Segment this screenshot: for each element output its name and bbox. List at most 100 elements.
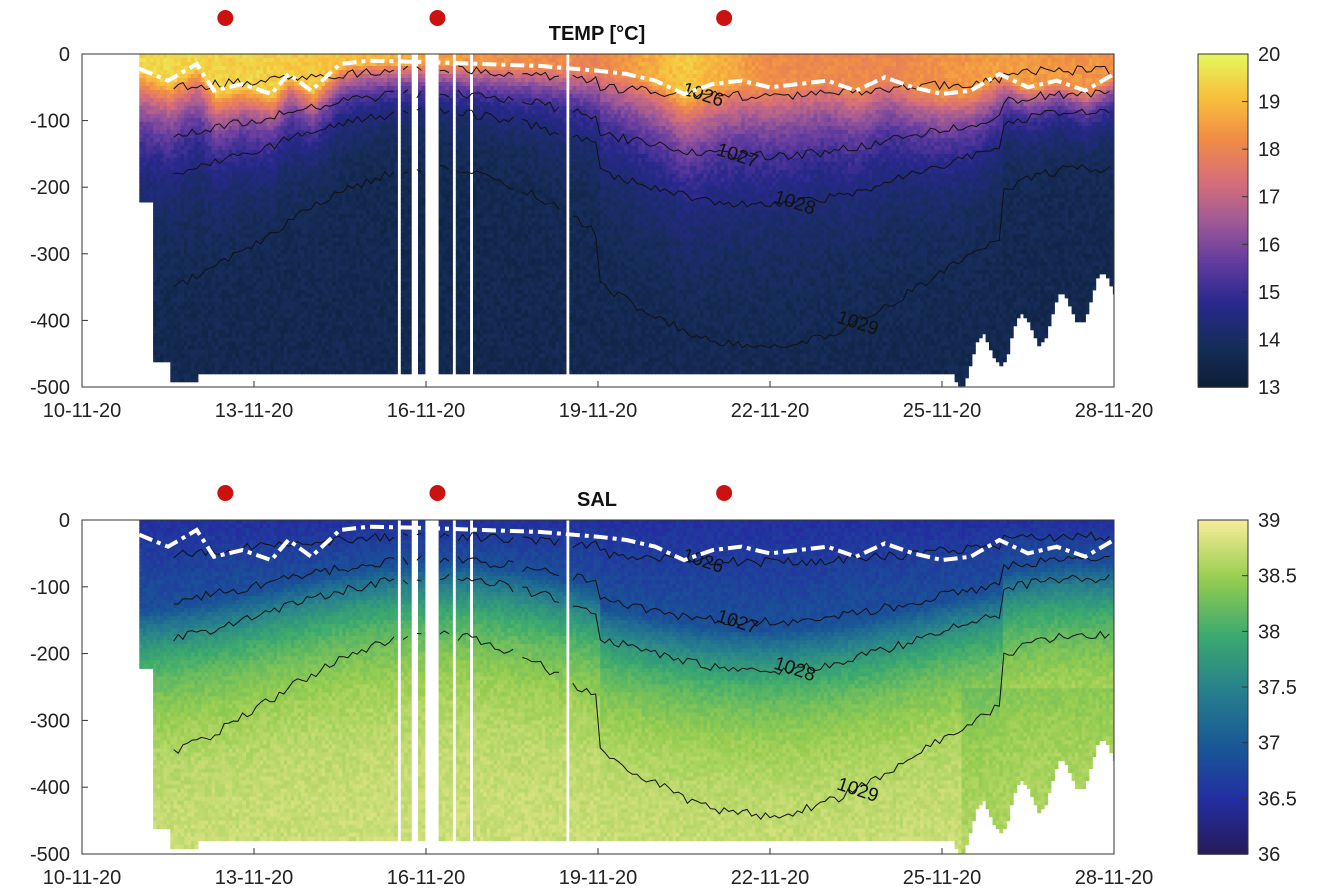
field-cell xyxy=(198,278,202,283)
field-cell xyxy=(181,130,185,135)
field-cell xyxy=(225,242,229,247)
field-cell xyxy=(194,350,198,355)
field-cell xyxy=(177,234,181,239)
field-cell xyxy=(208,166,212,171)
field-cell xyxy=(205,322,209,327)
field-cell xyxy=(163,230,167,235)
field-cell xyxy=(198,114,202,119)
field-cell xyxy=(177,158,181,163)
field-cell xyxy=(198,182,202,187)
field-cell xyxy=(232,70,236,75)
field-cell xyxy=(198,318,202,323)
field-cell xyxy=(232,274,236,279)
field-cell xyxy=(198,250,202,255)
field-cell xyxy=(225,54,229,59)
field-cell xyxy=(198,98,202,103)
field-cell xyxy=(163,278,167,283)
field-cell xyxy=(177,262,181,267)
field-cell xyxy=(157,214,161,219)
field-cell xyxy=(177,366,181,371)
field-cell xyxy=(225,114,229,119)
field-cell xyxy=(222,170,226,175)
field-cell xyxy=(225,310,229,315)
field-cell xyxy=(174,110,178,115)
field-cell xyxy=(177,270,181,275)
field-cell xyxy=(243,74,247,79)
field-cell xyxy=(222,78,226,83)
field-cell xyxy=(181,206,185,211)
field-cell xyxy=(174,266,178,271)
field-cell xyxy=(177,370,181,375)
field-cell xyxy=(205,262,209,267)
field-cell xyxy=(191,178,195,183)
field-cell xyxy=(232,210,236,215)
field-cell xyxy=(205,98,209,103)
field-cell xyxy=(163,82,167,87)
field-cell xyxy=(232,94,236,99)
field-cell xyxy=(205,310,209,315)
field-cell xyxy=(225,262,229,267)
field-cell xyxy=(232,314,236,319)
field-cell xyxy=(150,122,154,127)
field-cell xyxy=(174,338,178,343)
field-cell xyxy=(236,74,240,79)
field-cell xyxy=(205,286,209,291)
field-cell xyxy=(167,354,171,359)
field-cell xyxy=(208,222,212,227)
field-cell xyxy=(236,246,240,251)
field-cell xyxy=(191,186,195,191)
field-cell xyxy=(181,258,185,263)
field-cell xyxy=(181,370,185,375)
field-cell xyxy=(177,318,181,323)
field-cell xyxy=(157,166,161,171)
field-cell xyxy=(222,106,226,111)
field-cell xyxy=(222,134,226,139)
field-cell xyxy=(215,358,219,363)
field-cell xyxy=(191,138,195,143)
field-cell xyxy=(243,298,247,303)
field-cell xyxy=(157,246,161,251)
field-cell xyxy=(181,290,185,295)
field-cell xyxy=(222,174,226,179)
field-cell xyxy=(222,150,226,155)
field-cell xyxy=(222,58,226,63)
field-cell xyxy=(243,70,247,75)
field-cell xyxy=(232,134,236,139)
field-cell xyxy=(205,350,209,355)
field-cell xyxy=(198,70,202,75)
field-cell xyxy=(215,314,219,319)
field-cell xyxy=(191,134,195,139)
field-cell xyxy=(181,166,185,171)
field-cell xyxy=(208,254,212,259)
field-cell xyxy=(222,222,226,227)
field-cell xyxy=(191,142,195,147)
field-cell xyxy=(205,306,209,311)
field-cell xyxy=(194,282,198,287)
field-cell xyxy=(181,178,185,183)
field-cell xyxy=(194,262,198,267)
field-cell xyxy=(225,130,229,135)
field-cell xyxy=(236,174,240,179)
field-cell xyxy=(181,270,185,275)
field-cell xyxy=(146,86,150,91)
field-cell xyxy=(205,294,209,299)
field-cell xyxy=(163,334,167,339)
field-cell xyxy=(215,58,219,63)
field-cell xyxy=(167,274,171,279)
field-cell xyxy=(177,294,181,299)
field-cell xyxy=(181,238,185,243)
field-cell xyxy=(157,90,161,95)
field-cell xyxy=(208,270,212,275)
field-cell xyxy=(215,234,219,239)
field-cell xyxy=(174,350,178,355)
field-cell xyxy=(208,62,212,67)
field-cell xyxy=(163,74,167,79)
field-cell xyxy=(181,326,185,331)
field-cell xyxy=(177,358,181,363)
field-cell xyxy=(157,94,161,99)
field-cell xyxy=(163,54,167,59)
field-cell xyxy=(191,118,195,123)
field-cell xyxy=(167,90,171,95)
field-cell xyxy=(222,230,226,235)
field-cell xyxy=(236,162,240,167)
